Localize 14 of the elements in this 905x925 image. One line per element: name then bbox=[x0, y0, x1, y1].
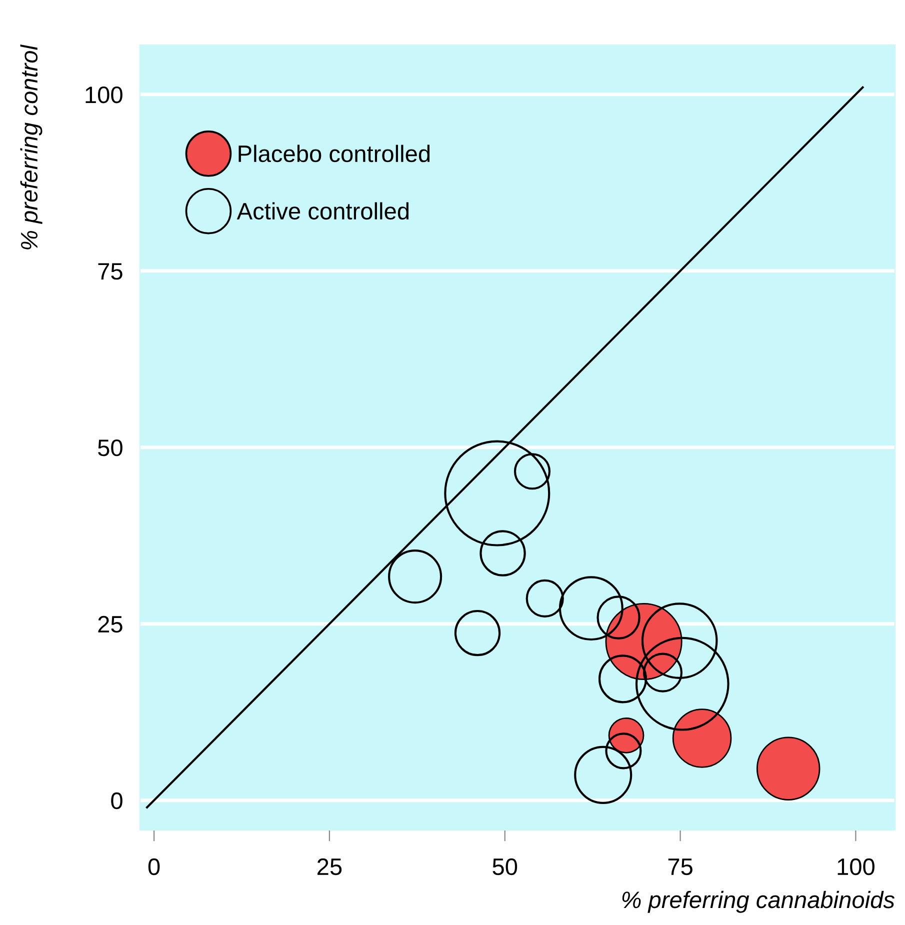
y-tick-label: 50 bbox=[98, 439, 122, 456]
x-axis-title: % preferring cannabinoids bbox=[622, 890, 895, 913]
legend-label: Active controlled bbox=[236, 202, 409, 220]
legend-label: Placebo controlled bbox=[238, 144, 430, 162]
x-tick-label: 25 bbox=[318, 858, 342, 876]
y-tick-label: 0 bbox=[111, 792, 122, 810]
y-axis-title: % preferring control bbox=[20, 44, 42, 250]
x-tick-label: 75 bbox=[668, 858, 692, 876]
x-tick-label: 50 bbox=[492, 858, 518, 876]
x-tick-label: 100 bbox=[838, 858, 874, 876]
x-tick-label: 0 bbox=[148, 858, 160, 876]
y-tick-label: 75 bbox=[98, 263, 122, 280]
y-tick-label: 100 bbox=[86, 86, 122, 104]
y-tick-label: 25 bbox=[98, 616, 122, 633]
